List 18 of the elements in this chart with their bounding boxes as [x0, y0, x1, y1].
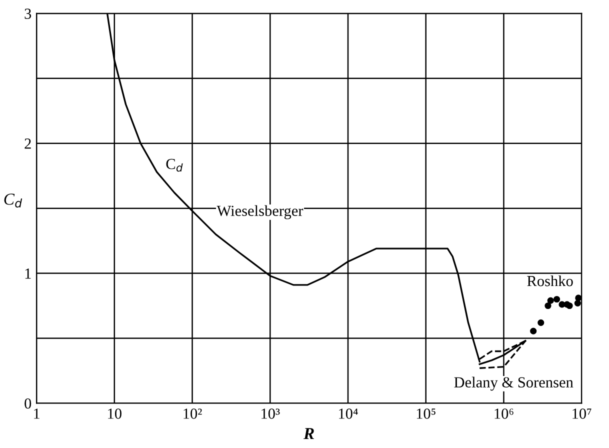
x-tick-label: 10²	[184, 408, 202, 419]
x-tick-label: 10⁵	[416, 408, 436, 419]
x-axis-title: R	[303, 428, 314, 440]
x-tick-label: 10⁶	[494, 408, 514, 419]
y-tick-label: 1	[25, 268, 31, 279]
y-axis-title: C$_{d}$	[4, 194, 22, 208]
annotation: Wieselsberger	[216, 205, 304, 220]
annotation: Delany & Sorensen	[454, 376, 574, 391]
x-tick-label: 10⁷	[572, 408, 592, 419]
x-tick-label: 10⁴	[339, 408, 358, 419]
annotation: C$_{d}$	[166, 158, 183, 172]
x-tick-label: 10	[108, 408, 122, 419]
x-tick-label: 10³	[262, 408, 280, 419]
y-tick-label: 3	[24, 8, 32, 19]
y-tick-label: 0	[24, 398, 32, 409]
x-tick-label: 1	[34, 408, 40, 419]
y-tick-label: 2	[24, 138, 31, 149]
annotation: Roshko	[527, 275, 573, 286]
